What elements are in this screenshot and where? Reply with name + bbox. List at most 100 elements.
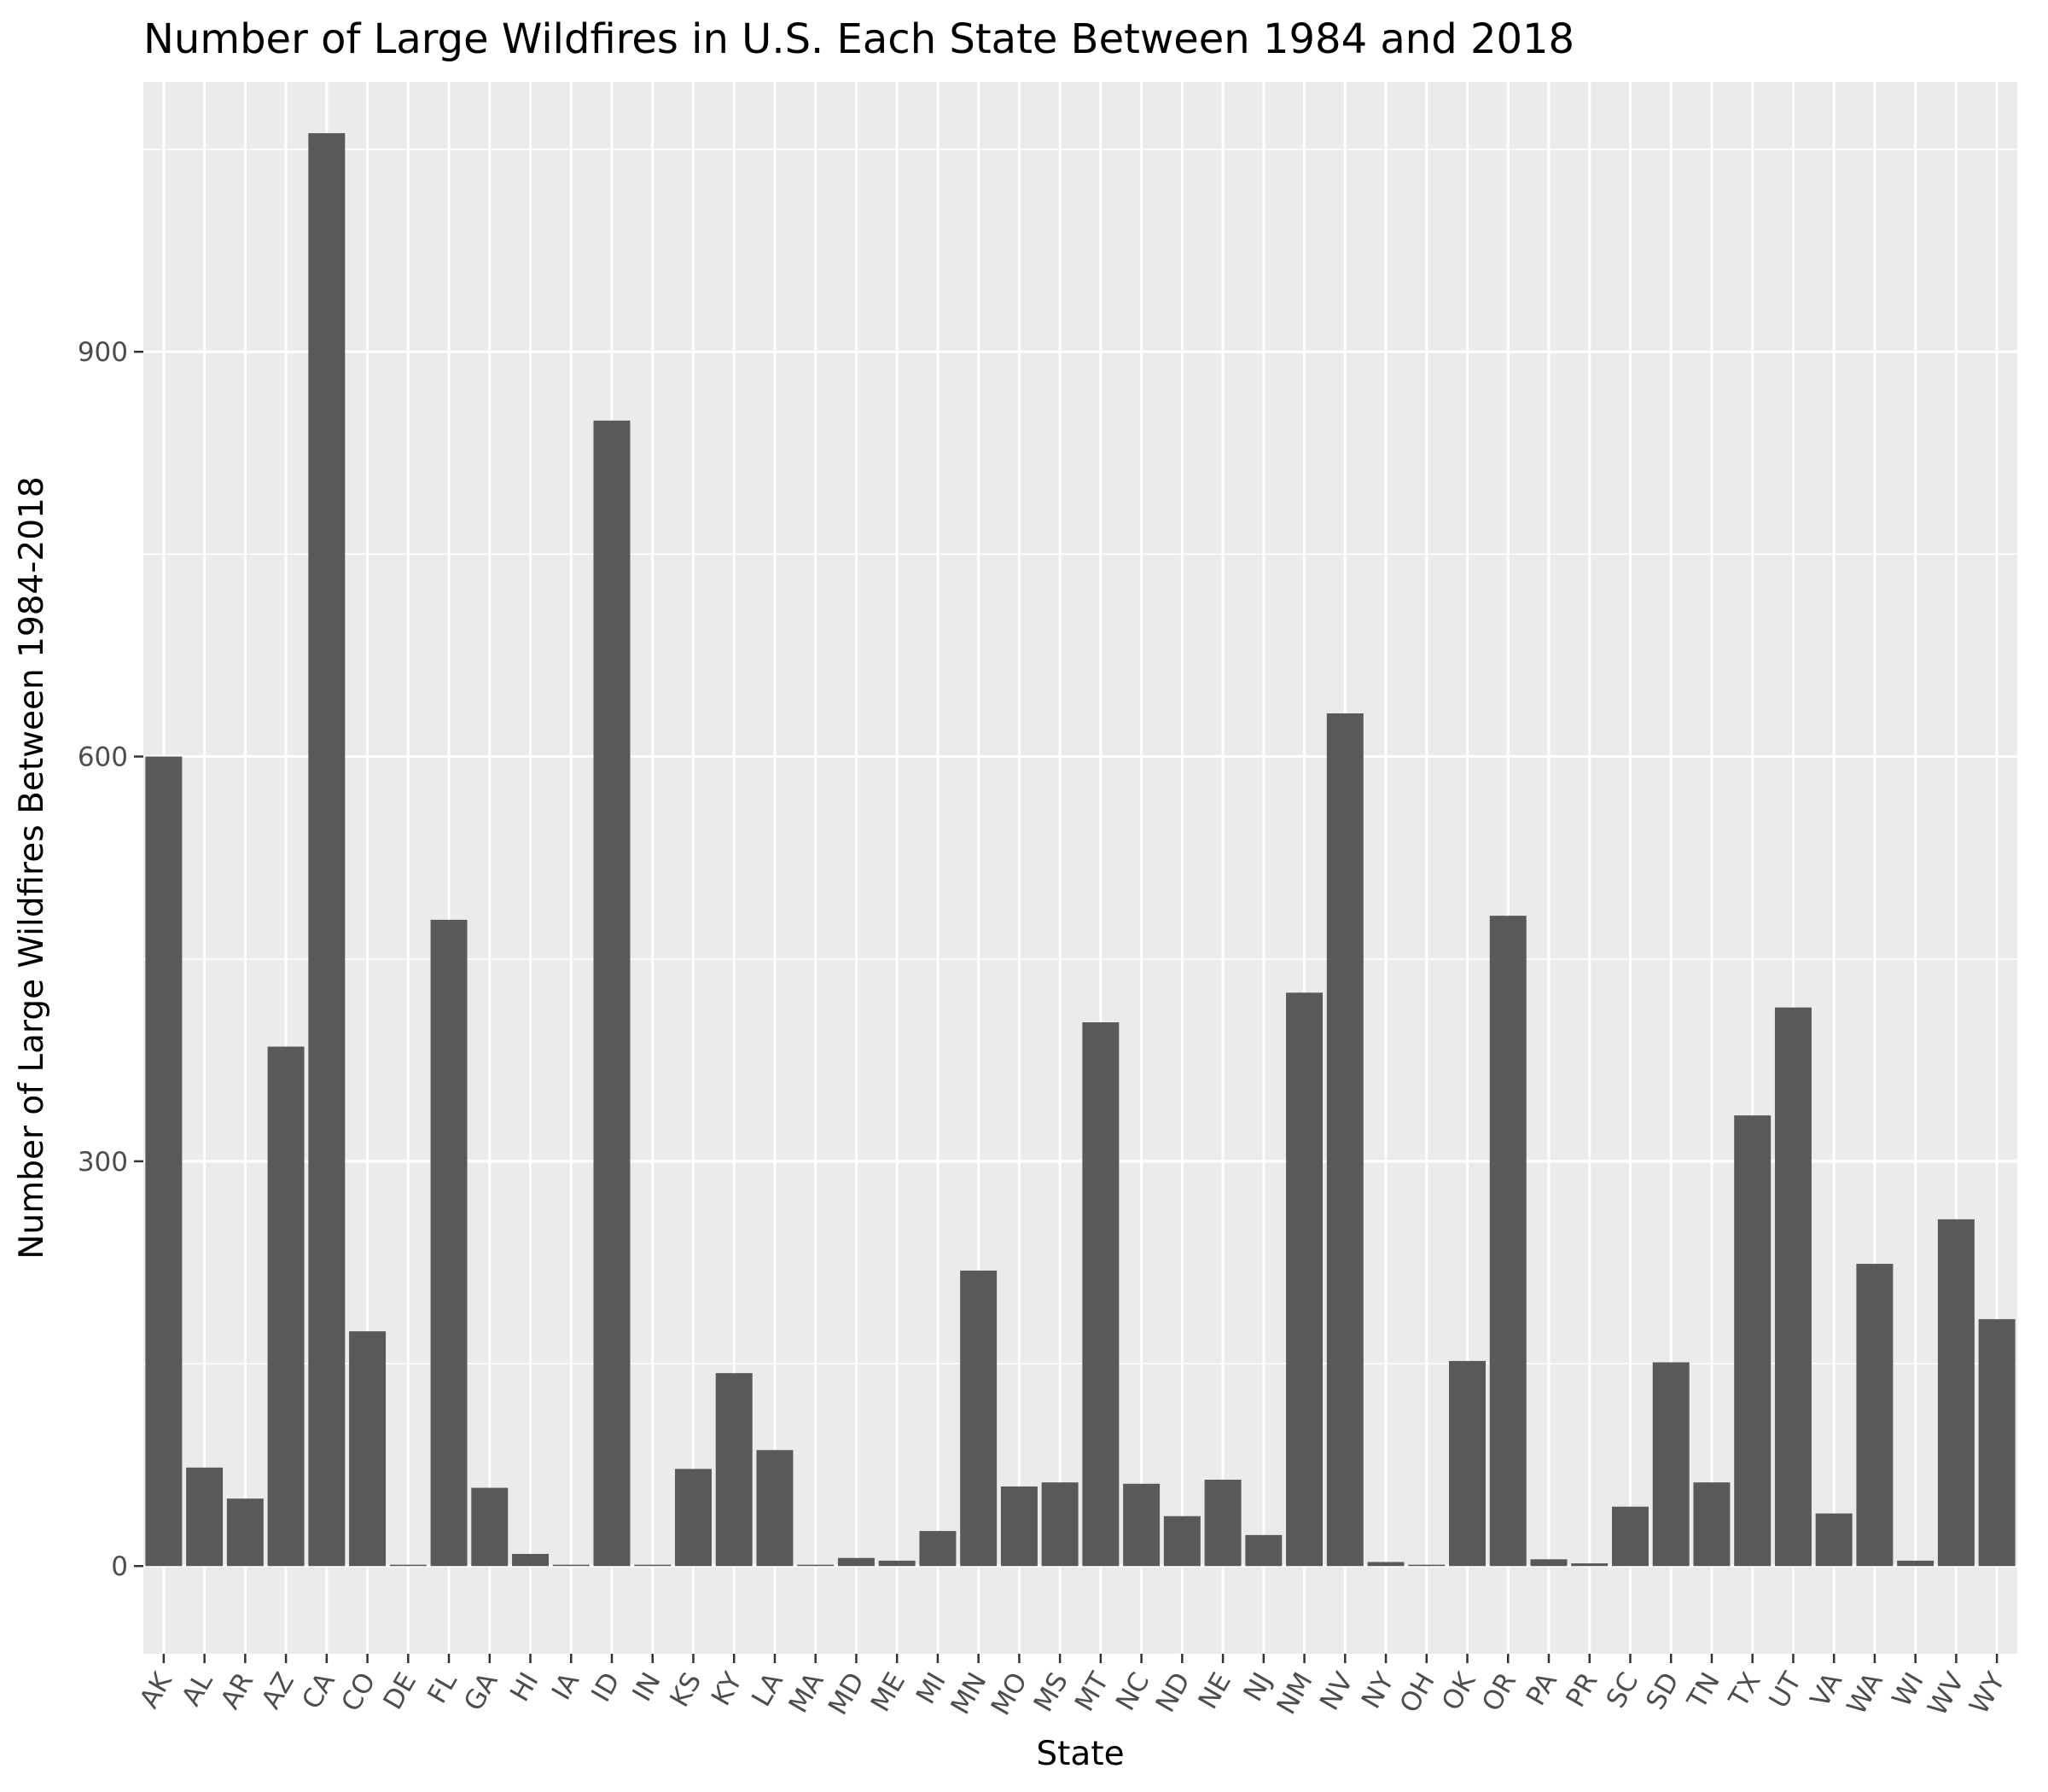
bar-wv <box>1937 1219 1975 1567</box>
bar-ms <box>1041 1482 1079 1567</box>
bar-me <box>878 1560 916 1567</box>
bar-sc <box>1611 1506 1649 1567</box>
bar-tn <box>1693 1482 1731 1567</box>
x-tick-label: MS <box>1028 1667 1074 1717</box>
x-tick-label: OH <box>1394 1667 1441 1718</box>
bar-ky <box>715 1373 753 1567</box>
x-tick-label: KY <box>706 1667 748 1711</box>
x-tick-label: HI <box>504 1667 544 1707</box>
x-tick-label: MO <box>986 1667 1034 1720</box>
x-tick-label: IA <box>546 1667 585 1705</box>
bar-oh <box>1408 1564 1446 1567</box>
y-tick-label: 900 <box>78 337 128 368</box>
bar-id <box>593 420 631 1567</box>
bar-pr <box>1571 1563 1609 1567</box>
bar-or <box>1489 916 1527 1567</box>
y-axis: 0 300 600 900 <box>78 337 143 1582</box>
bar-sd <box>1652 1362 1690 1567</box>
x-tick-label: GA <box>458 1667 504 1716</box>
y-tick-label: 0 <box>111 1551 128 1582</box>
bar-ny <box>1367 1562 1405 1567</box>
y-tick-label: 600 <box>78 742 128 773</box>
bar-ok <box>1449 1360 1487 1567</box>
bar-ma <box>797 1564 835 1567</box>
bars <box>145 133 2016 1567</box>
x-tick-label: NC <box>1110 1667 1156 1716</box>
bar-wi <box>1897 1560 1935 1567</box>
bar-mt <box>1082 1022 1120 1567</box>
y-tick-label: 300 <box>78 1147 128 1178</box>
bar-pa <box>1530 1559 1568 1567</box>
bar-ak <box>145 756 183 1567</box>
x-tick-label: CA <box>296 1667 341 1714</box>
bar-nm <box>1286 992 1324 1567</box>
x-tick-label: MD <box>823 1667 870 1720</box>
bar-in <box>634 1564 672 1567</box>
bar-wa <box>1856 1264 1894 1567</box>
bar-md <box>837 1557 875 1567</box>
x-tick-label: VA <box>1805 1667 1848 1713</box>
x-tick-label: KS <box>664 1667 707 1713</box>
x-tick-label: FL <box>422 1667 463 1708</box>
bar-mo <box>1000 1486 1038 1567</box>
x-tick-label: WY <box>1964 1667 2011 1719</box>
bar-nv <box>1326 713 1364 1567</box>
x-tick-label: WA <box>1841 1667 1889 1719</box>
x-tick-label: DE <box>377 1667 422 1715</box>
bar-va <box>1815 1513 1853 1567</box>
x-tick-label: AK <box>134 1667 178 1713</box>
bar-ut <box>1774 1007 1812 1567</box>
bar-al <box>186 1467 224 1567</box>
bar-ks <box>674 1469 712 1567</box>
chart-title: Number of Large Wildfires in U.S. Each S… <box>143 15 1574 63</box>
x-tick-label: IN <box>626 1667 666 1707</box>
x-tick-label: TN <box>1681 1667 1726 1714</box>
x-tick-label: ID <box>585 1667 626 1708</box>
x-tick-label: LA <box>746 1667 789 1712</box>
bar-fl <box>430 919 468 1567</box>
x-tick-label: MA <box>783 1667 829 1719</box>
x-tick-label: MN <box>945 1667 992 1719</box>
x-tick-label: NE <box>1192 1667 1237 1714</box>
x-tick-label: UT <box>1763 1667 1808 1713</box>
bar-az <box>267 1046 305 1567</box>
bar-de <box>389 1564 427 1567</box>
x-tick-label: AZ <box>256 1667 300 1714</box>
x-tick-label: OR <box>1476 1667 1522 1717</box>
bar-ne <box>1204 1480 1242 1567</box>
x-tick-label: NY <box>1356 1667 1400 1714</box>
bar-hi <box>512 1553 550 1567</box>
x-tick-label: MT <box>1069 1667 1116 1716</box>
x-tick-label: AL <box>176 1667 219 1711</box>
x-tick-label: PR <box>1560 1667 1603 1713</box>
bar-ca <box>308 133 346 1567</box>
bar-mi <box>919 1531 957 1567</box>
bar-ar <box>226 1498 264 1567</box>
x-tick-label: CO <box>335 1667 381 1717</box>
x-tick-label: TX <box>1723 1667 1767 1713</box>
x-tick-label: NM <box>1271 1667 1318 1719</box>
x-tick-label: AR <box>215 1667 260 1714</box>
bar-nc <box>1123 1483 1161 1567</box>
bar-la <box>756 1450 794 1567</box>
bar-mn <box>960 1270 998 1567</box>
x-axis-title: State <box>1036 1735 1124 1773</box>
bar-ga <box>471 1487 509 1567</box>
bar-wy <box>1978 1318 2016 1567</box>
x-tick-label: NV <box>1314 1667 1359 1715</box>
x-tick-label: ME <box>865 1667 911 1717</box>
bar-nj <box>1245 1534 1283 1567</box>
bar-co <box>349 1331 387 1567</box>
x-tick-label: OK <box>1436 1667 1482 1715</box>
x-tick-label: WV <box>1922 1667 1970 1721</box>
bar-ia <box>552 1564 590 1567</box>
x-tick-label: PA <box>1521 1667 1563 1711</box>
x-tick-label: SD <box>1640 1667 1685 1715</box>
x-tick-label: SC <box>1601 1667 1645 1713</box>
bar-tx <box>1734 1115 1772 1567</box>
x-tick-label: ND <box>1150 1667 1197 1718</box>
y-axis-title: Number of Large Wildfires Between 1984-2… <box>13 476 51 1259</box>
